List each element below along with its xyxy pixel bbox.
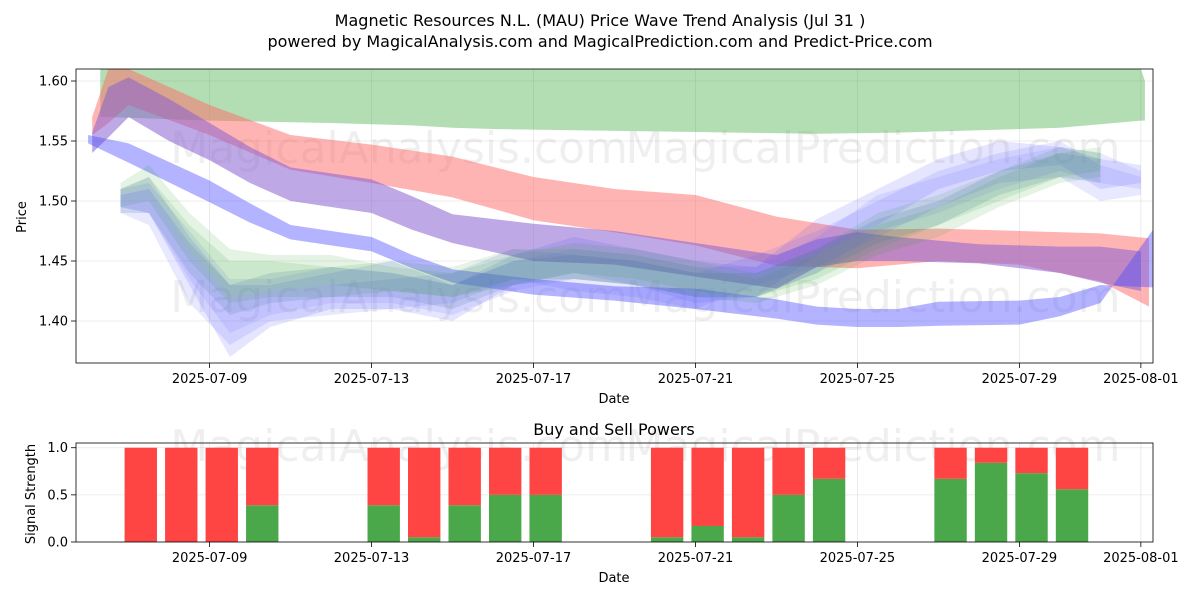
- bar-chart-title: Buy and Sell Powers: [533, 420, 695, 439]
- chart-title: Magnetic Resources N.L. (MAU) Price Wave…: [335, 11, 866, 30]
- sell-bar: [934, 447, 967, 479]
- price-watermark: MagicalPrediction.com: [625, 123, 1120, 174]
- price-bands: [88, 69, 1153, 357]
- buy-bar: [650, 537, 684, 542]
- price-xtick-label: 2025-07-13: [334, 372, 410, 387]
- sell-bar: [650, 447, 684, 538]
- sell-bar: [529, 447, 562, 495]
- buy-bar: [934, 478, 967, 542]
- sell-bar: [246, 447, 279, 506]
- green-wave-2: [120, 147, 1101, 303]
- price-watermark: MagicalPrediction.com: [625, 272, 1120, 323]
- buy-bar: [812, 478, 846, 542]
- blue-lower-band: [88, 135, 1153, 327]
- price-xtick-label: 2025-08-01: [1103, 372, 1179, 387]
- price-xtick-label: 2025-07-17: [496, 372, 572, 387]
- price-ytick-label: 1.45: [39, 255, 68, 270]
- signal-y-label: Signal Strength: [24, 444, 39, 544]
- signal-plot-frame: [75, 442, 1154, 543]
- signal-xtick-label: 2025-07-09: [172, 551, 248, 566]
- price-y-label: Price: [15, 201, 30, 233]
- sell-bar: [1015, 447, 1048, 474]
- buy-bar: [1015, 473, 1048, 542]
- buy-bar: [367, 505, 400, 542]
- price-xtick-label: 2025-07-25: [820, 372, 896, 387]
- bottom-axes: 2025-07-09 2025-07-13 2025-07-17 2025-07-21…: [47, 441, 1178, 566]
- signal-ytick-label: 0.0: [47, 536, 68, 551]
- price-ytick-label: 1.55: [39, 135, 68, 150]
- signal-ytick-label: 1.0: [47, 441, 68, 456]
- sell-bar: [974, 447, 1008, 463]
- sell-bar: [367, 447, 400, 506]
- buy-bar: [529, 494, 562, 542]
- sell-bar: [1055, 447, 1089, 490]
- buy-bar: [1055, 489, 1089, 542]
- price-xtick-label: 2025-07-09: [172, 372, 248, 387]
- sell-bar: [691, 447, 724, 526]
- buy-bar: [772, 494, 805, 542]
- price-x-label: Date: [598, 392, 629, 407]
- sell-bar: [408, 447, 441, 538]
- price-ytick-label: 1.50: [39, 195, 68, 210]
- buy-bar: [246, 505, 279, 542]
- sell-bar: [124, 447, 157, 542]
- price-watermark: MagicalAnalysis.com: [170, 272, 628, 323]
- signal-bars: [124, 447, 1089, 542]
- green-upper-band: [100, 69, 1145, 134]
- price-xtick-label: 2025-07-21: [658, 372, 734, 387]
- buy-bar: [408, 537, 441, 542]
- blue-wave-3: [120, 147, 1141, 333]
- price-ytick-label: 1.60: [39, 75, 68, 90]
- sell-bar: [205, 447, 238, 542]
- chart-subtitle: powered by MagicalAnalysis.com and Magic…: [267, 32, 932, 51]
- signal-xtick-label: 2025-07-21: [658, 551, 734, 566]
- signal-xtick-label: 2025-07-25: [820, 551, 896, 566]
- signal-xtick-label: 2025-08-01: [1103, 551, 1179, 566]
- price-xtick-label: 2025-07-29: [982, 372, 1058, 387]
- blue-wave-1: [120, 141, 1141, 357]
- sell-bar: [772, 447, 805, 495]
- signal-xtick-label: 2025-07-29: [982, 551, 1058, 566]
- signal-ytick-label: 0.5: [47, 488, 68, 503]
- slate-wave: [120, 153, 1101, 315]
- signal-xtick-label: 2025-07-13: [334, 551, 410, 566]
- blue-wave-2: [120, 141, 1141, 345]
- buy-bar: [974, 462, 1008, 542]
- top-axes: 2025-07-09 2025-07-13 2025-07-17 2025-07-21…: [39, 68, 1179, 387]
- price-ytick-label: 1.40: [39, 315, 68, 330]
- purple-band: [92, 77, 1141, 292]
- sell-bar: [812, 447, 846, 479]
- green-wave-1: [120, 147, 1101, 297]
- sell-bar: [488, 447, 522, 495]
- sell-bar: [165, 447, 198, 542]
- sell-bar: [731, 447, 765, 538]
- buy-bar: [691, 525, 724, 542]
- signal-xtick-label: 2025-07-17: [496, 551, 572, 566]
- buy-bar: [731, 537, 765, 542]
- signal-x-label: Date: [598, 571, 629, 586]
- sell-bar: [448, 447, 481, 506]
- buy-bar: [448, 505, 481, 542]
- buy-bar: [488, 494, 522, 542]
- price-plot-frame: [75, 68, 1154, 364]
